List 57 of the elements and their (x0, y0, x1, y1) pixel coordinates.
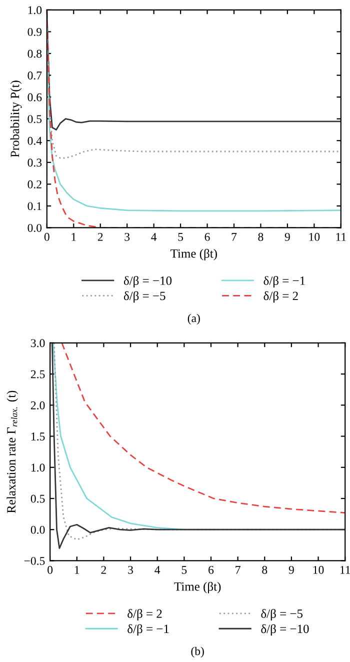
x-tick-label: 10 (309, 232, 320, 241)
x-tick-label: 2 (98, 232, 103, 241)
x-tick-label: 1 (74, 566, 80, 574)
y-tick-label: 0.5 (28, 115, 42, 124)
y-tick-label: 0.0 (30, 526, 45, 534)
x-tick-label: 11 (340, 566, 350, 574)
x-tick-label: 6 (208, 566, 214, 574)
legend-label: δ/β = −1 (264, 276, 305, 288)
legend-label: δ/β = 2 (264, 291, 298, 303)
legend-label: δ/β = −5 (261, 608, 303, 620)
legend-label: δ/β = 2 (128, 608, 162, 620)
x-tick-label: 9 (284, 232, 290, 241)
y-tick-label: 1.0 (28, 6, 42, 14)
y-tick-label: 0.1 (28, 202, 42, 210)
y-tick-label: 0.5 (30, 494, 45, 503)
y-tick-label: 0.2 (28, 180, 42, 188)
x-tick-label: 4 (151, 233, 157, 241)
x-tick-label: 7 (232, 233, 237, 241)
y-axis-title: Probability P(t) (10, 80, 22, 158)
x-tick-label: 1 (72, 232, 76, 241)
x-tick-label: 7 (236, 566, 240, 574)
y-tick-label: 0.7 (28, 72, 42, 80)
y-tick-label: 2.0 (30, 401, 45, 410)
y-tick-label: 3.0 (30, 339, 45, 348)
y-tick-label: 0.8 (28, 50, 42, 58)
legend-label: δ/β = −1 (128, 624, 169, 636)
x-tick-label: 5 (178, 233, 184, 241)
y-tick-label: 1.0 (31, 464, 45, 472)
x-tick-label: 5 (182, 566, 187, 574)
x-tick-label: 6 (204, 232, 210, 241)
x-tick-label: 0 (48, 566, 53, 574)
x-tick-label: 2 (101, 566, 106, 574)
y-tick-label: 0.3 (28, 158, 42, 167)
y-axis-title: Relaxation rate Γ$_{relax.}$ (t) (6, 390, 18, 514)
y-tick-label: 0.0 (28, 224, 42, 232)
text: (b) (191, 646, 204, 658)
y-tick-label: 0.6 (28, 93, 42, 102)
x-tick-label: 8 (262, 566, 268, 574)
x-tick-label: 9 (288, 566, 294, 574)
text: (a) (188, 314, 200, 325)
y-tick-label: −0.5 (24, 556, 45, 565)
x-tick-label: 0 (44, 232, 50, 241)
x-axis-title: Time (βt) (170, 248, 217, 260)
x-tick-label: 4 (154, 566, 160, 574)
x-axis-title: Time (βt) (174, 582, 221, 594)
x-tick-label: 3 (128, 566, 134, 574)
y-tick-label: 0.9 (28, 28, 42, 36)
legend-label: δ/β = −5 (124, 291, 166, 303)
x-tick-label: 8 (258, 232, 264, 241)
x-tick-label: 3 (124, 232, 130, 241)
legend-label: δ/β = −10 (261, 624, 309, 636)
y-tick-label: 2.5 (30, 370, 45, 378)
legend-label: δ/β = −10 (124, 276, 172, 288)
x-tick-label: 11 (336, 232, 346, 241)
y-tick-label: 1.5 (31, 432, 45, 441)
x-tick-label: 10 (313, 566, 324, 574)
y-tick-label: 0.4 (28, 136, 42, 145)
